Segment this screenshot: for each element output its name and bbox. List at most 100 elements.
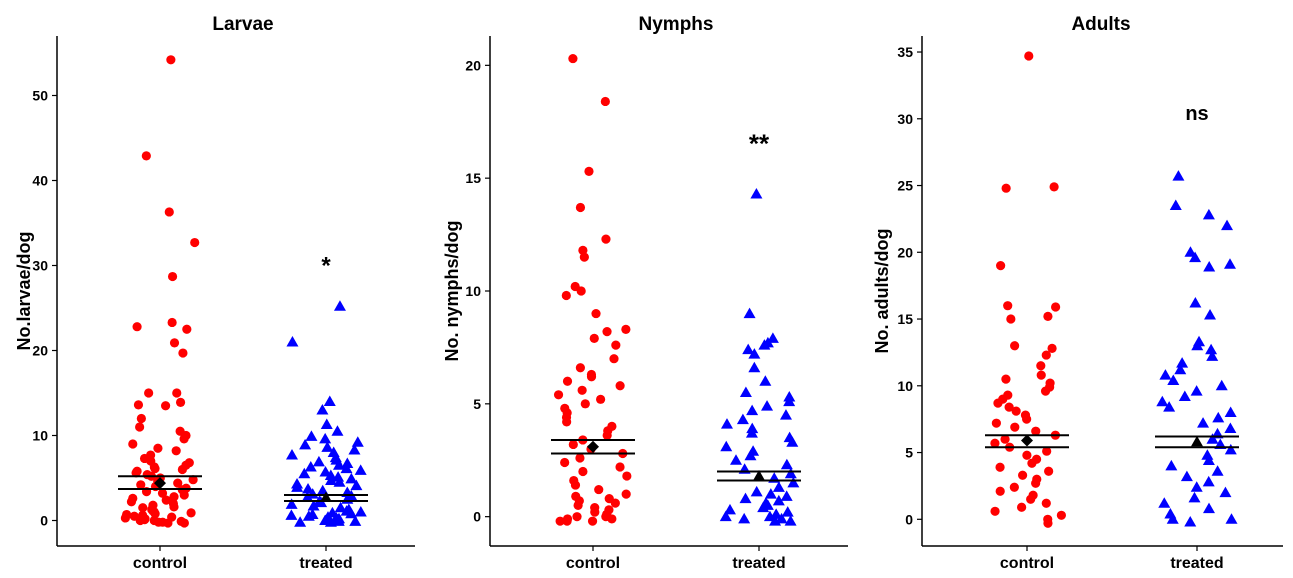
data-point-treated [1158,497,1171,508]
y-tick-label: 40 [32,173,48,189]
data-point-treated [739,492,752,504]
data-point-treated [1225,513,1238,524]
data-point-control [1031,478,1041,488]
data-point-control [141,151,151,161]
y-tick-label: 15 [465,170,481,186]
data-point-control [1001,374,1011,384]
panel-larvae: Larvae No.larvae/dog 0 10 20 30 40 50 control tre… [14,14,415,572]
data-point-control [1041,350,1051,360]
data-point-treated [321,441,334,452]
data-point-control [1018,470,1028,480]
data-point-treated [285,498,298,509]
data-point-control [996,261,1006,271]
x-tick-label: treated [299,555,352,572]
data-point-treated [298,467,311,479]
data-point-control [615,462,625,472]
data-point-control [136,480,146,490]
data-point-control [579,252,589,262]
data-point-treated [750,485,763,497]
data-point-control [1017,502,1027,512]
data-point-treated [1215,379,1228,391]
x-tick-label: control [1000,555,1054,572]
data-point-treated [743,307,756,319]
y-tick-label: 25 [897,178,913,194]
x-tick-label: treated [732,555,785,572]
data-point-control [562,376,573,386]
data-point-control [562,417,572,427]
data-point-treated [285,449,298,460]
data-point-control [161,495,171,505]
data-point-treated [1206,433,1219,444]
data-point-control [572,512,582,522]
data-point-control [167,317,177,328]
data-point-treated [730,454,743,465]
data-point-treated [1202,475,1215,487]
data-point-treated [325,474,338,486]
data-point-treated [354,464,367,475]
data-point-control [182,324,192,334]
data-point-treated [1178,390,1191,401]
y-axis-label: No.larvae/dog [14,231,34,350]
data-point-control [602,327,612,337]
y-tick-label: 10 [465,283,481,299]
data-point-treated [775,512,788,524]
data-point-control [561,290,571,301]
data-point-treated [331,425,344,436]
data-point-treated [750,187,763,199]
data-point-treated [1172,170,1185,181]
data-point-control [131,468,141,478]
data-point-control [169,338,180,348]
data-point-control [186,508,196,518]
data-point-treated [748,361,761,373]
mean-marker [320,491,332,503]
data-point-control [135,422,145,432]
data-point-control [995,462,1005,472]
data-point-control [1009,482,1019,492]
data-point-control [570,480,581,490]
data-point-treated [1212,411,1225,423]
data-point-treated [1190,385,1203,396]
data-point-treated [348,443,361,455]
data-point-treated [779,409,792,420]
data-point-control [190,237,200,248]
data-point-control [1000,434,1010,444]
data-point-control [621,324,631,334]
data-point-control [555,516,565,526]
data-point-control [163,518,173,528]
data-point-treated [786,436,799,447]
data-point-treated [738,512,751,524]
data-point-treated [1184,515,1197,527]
data-point-control [611,340,621,350]
data-point-treated [305,430,318,441]
data-point-control [120,513,130,523]
data-point-control [178,348,188,358]
data-point-control [1027,458,1037,468]
mean-marker [1021,434,1033,447]
data-point-treated [341,457,354,469]
data-point-treated [758,339,771,350]
data-point-control [153,443,163,453]
data-point-control [1010,341,1020,351]
data-point-treated [291,481,304,492]
significance-label: * [321,253,331,280]
data-point-control [993,398,1003,408]
data-point-treated [285,509,298,520]
data-point-treated [723,503,736,515]
data-point-control [1042,446,1052,456]
data-point-control [591,308,601,319]
data-point-treated [748,348,761,359]
data-point-treated [719,510,732,522]
data-point-control [167,271,178,282]
data-point-control [586,372,597,382]
data-point-treated [1202,208,1215,220]
data-point-treated [334,501,347,513]
data-point-treated [739,386,752,398]
mean-marker [154,477,166,490]
significance-label: ** [749,128,770,158]
y-tick-label: 10 [32,428,48,444]
y-tick-label: 5 [473,396,481,412]
data-point-treated [769,515,782,526]
y-tick-label: 5 [905,445,913,461]
mean-marker [1191,435,1203,447]
